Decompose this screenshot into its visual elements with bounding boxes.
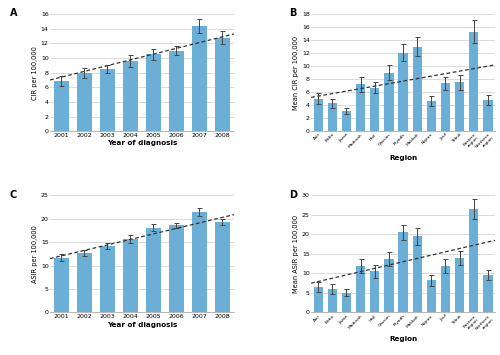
Y-axis label: ASIR per 100,000: ASIR per 100,000: [32, 225, 38, 283]
Bar: [328, 289, 337, 312]
Bar: [192, 212, 207, 312]
Bar: [412, 236, 422, 312]
Text: B: B: [289, 9, 296, 18]
Bar: [484, 100, 492, 131]
Text: D: D: [289, 190, 297, 200]
Bar: [412, 47, 422, 131]
Bar: [77, 73, 92, 131]
Y-axis label: CIR per 100,000: CIR per 100,000: [32, 46, 38, 100]
Bar: [314, 287, 323, 312]
Text: C: C: [10, 190, 17, 200]
Bar: [441, 266, 450, 312]
Bar: [398, 233, 407, 312]
Bar: [123, 61, 138, 131]
Bar: [146, 54, 161, 131]
Bar: [328, 103, 337, 131]
Bar: [455, 258, 464, 312]
Bar: [215, 38, 230, 131]
Bar: [314, 99, 323, 131]
Bar: [469, 32, 478, 131]
X-axis label: Year of diagnosis: Year of diagnosis: [107, 322, 177, 328]
Bar: [356, 84, 365, 131]
X-axis label: Region: Region: [389, 155, 417, 161]
Bar: [441, 83, 450, 131]
Text: A: A: [10, 9, 17, 18]
Bar: [342, 111, 351, 131]
Bar: [169, 225, 184, 312]
Bar: [77, 253, 92, 312]
Bar: [54, 258, 69, 312]
Bar: [469, 209, 478, 312]
Bar: [123, 239, 138, 312]
X-axis label: Year of diagnosis: Year of diagnosis: [107, 140, 177, 146]
Bar: [192, 26, 207, 131]
Bar: [370, 88, 380, 131]
Bar: [169, 51, 184, 131]
Bar: [398, 53, 407, 131]
Bar: [100, 246, 115, 312]
Bar: [100, 69, 115, 131]
Bar: [484, 275, 492, 312]
Y-axis label: Mean ASIR per 100,000: Mean ASIR per 100,000: [293, 215, 299, 293]
Bar: [427, 101, 436, 131]
Bar: [370, 272, 380, 312]
Bar: [342, 293, 351, 312]
Bar: [54, 81, 69, 131]
X-axis label: Region: Region: [389, 336, 417, 342]
Bar: [427, 280, 436, 312]
Bar: [384, 73, 394, 131]
Bar: [356, 266, 365, 312]
Bar: [215, 222, 230, 312]
Bar: [146, 228, 161, 312]
Bar: [455, 82, 464, 131]
Bar: [384, 258, 394, 312]
Y-axis label: Mean CIR per 100,000: Mean CIR per 100,000: [293, 36, 299, 110]
